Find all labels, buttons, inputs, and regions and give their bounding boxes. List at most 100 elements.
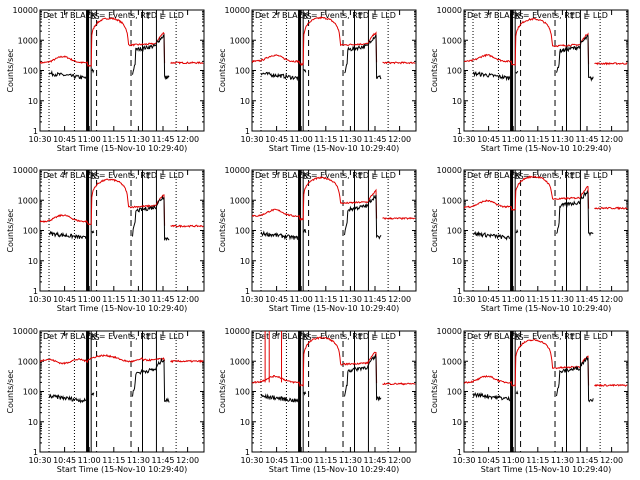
y-tick-label: 1 [457, 287, 462, 296]
x-tick-label: 10:30 [452, 295, 475, 304]
y-tick-label: 1 [33, 448, 38, 457]
x-tick-label: 10:30 [240, 135, 263, 144]
legend-text: BLACK = Events, RED = LLD [494, 332, 608, 341]
x-tick-label: 12:00 [176, 295, 199, 304]
interval-letter: T [145, 172, 151, 181]
lld-series-line [464, 17, 628, 66]
interval-letter: L [372, 333, 377, 342]
y-tick-label: 1000 [230, 357, 250, 366]
y-tick-label: 1 [457, 448, 462, 457]
interval-letter: B [514, 12, 520, 21]
x-axis-label: Start Time (15-Nov-10 10:29:40) [481, 144, 611, 153]
interval-letter: S [94, 172, 99, 181]
x-tick-label: 11:45 [151, 456, 174, 465]
y-tick-label: 100 [23, 227, 38, 236]
interval-letter: B [90, 172, 96, 181]
x-tick-label: 11:45 [151, 135, 174, 144]
y-tick-label: 10000 [437, 6, 462, 15]
y-tick-label: 10000 [225, 166, 250, 175]
interval-letter: S [306, 12, 311, 21]
x-tick-label: 11:45 [363, 295, 386, 304]
panel-8: Det 8f BLACK = Events, RED = LLD110100100… [218, 327, 417, 474]
x-tick-label: 12:00 [176, 456, 199, 465]
x-tick-label: 11:15 [314, 135, 337, 144]
interval-letter: B [514, 172, 520, 181]
interval-letter: S [518, 12, 523, 21]
y-tick-label: 10 [28, 257, 38, 266]
x-tick-label: 10:45 [265, 135, 288, 144]
y-tick-label: 1000 [18, 357, 38, 366]
panel-title: Det 5f [255, 171, 280, 180]
interval-letter: L [584, 172, 589, 181]
panel-title: Det 8f [255, 332, 280, 341]
interval-letter: T [357, 12, 363, 21]
interval-letter: B [514, 333, 520, 342]
x-axis-label: Start Time (15-Nov-10 10:29:40) [57, 144, 187, 153]
x-tick-label: 12:00 [600, 456, 623, 465]
y-tick-label: 10000 [13, 327, 38, 336]
x-tick-label: 12:00 [388, 295, 411, 304]
y-axis-label: Counts/sec [218, 208, 227, 252]
x-tick-label: 11:30 [339, 135, 362, 144]
x-tick-label: 11:45 [151, 295, 174, 304]
panel-4: Det 4f BLACK = Events, RED = LLD110100100… [6, 166, 205, 313]
x-tick-label: 10:30 [240, 295, 263, 304]
x-tick-label: 11:00 [502, 295, 525, 304]
y-tick-label: 10000 [13, 166, 38, 175]
x-tick-label: 10:30 [452, 456, 475, 465]
interval-letter: S [306, 333, 311, 342]
x-axis-label: Start Time (15-Nov-10 10:29:40) [481, 304, 611, 313]
y-axis-label: Counts/sec [430, 369, 439, 413]
y-tick-label: 1 [245, 448, 250, 457]
x-axis-label: Start Time (15-Nov-10 10:29:40) [269, 465, 399, 474]
x-tick-label: 11:15 [526, 456, 549, 465]
interval-letter: S [518, 172, 523, 181]
interval-letter: L [372, 172, 377, 181]
x-axis-label: Start Time (15-Nov-10 10:29:40) [57, 304, 187, 313]
y-tick-label: 1000 [230, 36, 250, 45]
x-tick-label: 12:00 [388, 135, 411, 144]
lld-series-line [40, 17, 204, 67]
plot-frame [39, 169, 205, 292]
events-series-line [472, 34, 594, 82]
panel-5: Det 5f BLACK = Events, RED = LLD110100100… [218, 166, 417, 313]
legend-text: BLACK = Events, RED = LLD [70, 171, 184, 180]
y-tick-label: 100 [447, 388, 462, 397]
y-tick-label: 10000 [13, 6, 38, 15]
x-tick-label: 12:00 [176, 135, 199, 144]
x-tick-label: 11:15 [526, 295, 549, 304]
x-tick-label: 11:15 [102, 135, 125, 144]
y-tick-label: 1 [457, 127, 462, 136]
x-tick-label: 11:00 [502, 135, 525, 144]
panel-9: Det 9f BLACK = Events, RED = LLD110100100… [430, 327, 629, 474]
events-series-line [260, 34, 382, 82]
x-tick-label: 11:45 [363, 456, 386, 465]
y-tick-label: 1 [33, 127, 38, 136]
interval-letter: B [302, 172, 308, 181]
y-tick-label: 1000 [230, 196, 250, 205]
y-axis-label: Counts/sec [6, 48, 15, 92]
events-series-line [472, 190, 594, 241]
events-series-line [472, 355, 594, 403]
y-tick-label: 1000 [18, 36, 38, 45]
plot-frame [39, 330, 205, 453]
x-tick-label: 11:30 [127, 135, 150, 144]
x-tick-label: 11:15 [314, 295, 337, 304]
y-axis-label: Counts/sec [218, 369, 227, 413]
x-tick-label: 11:00 [290, 456, 313, 465]
legend-text: BLACK = Events, RED = LLD [70, 11, 184, 20]
interval-letter: B [302, 333, 308, 342]
interval-letter: S [306, 172, 311, 181]
plot-frame [463, 330, 629, 453]
x-tick-label: 10:45 [53, 135, 76, 144]
panel-title: Det 2f [255, 11, 280, 20]
interval-letter: T [145, 333, 151, 342]
y-tick-label: 10 [452, 418, 462, 427]
interval-letter: L [372, 12, 377, 21]
x-tick-label: 10:30 [28, 295, 51, 304]
plot-frame [251, 330, 417, 453]
lld-series-line [464, 338, 628, 388]
x-tick-label: 11:30 [339, 295, 362, 304]
interval-letter: T [145, 12, 151, 21]
y-axis-label: Counts/sec [430, 208, 439, 252]
